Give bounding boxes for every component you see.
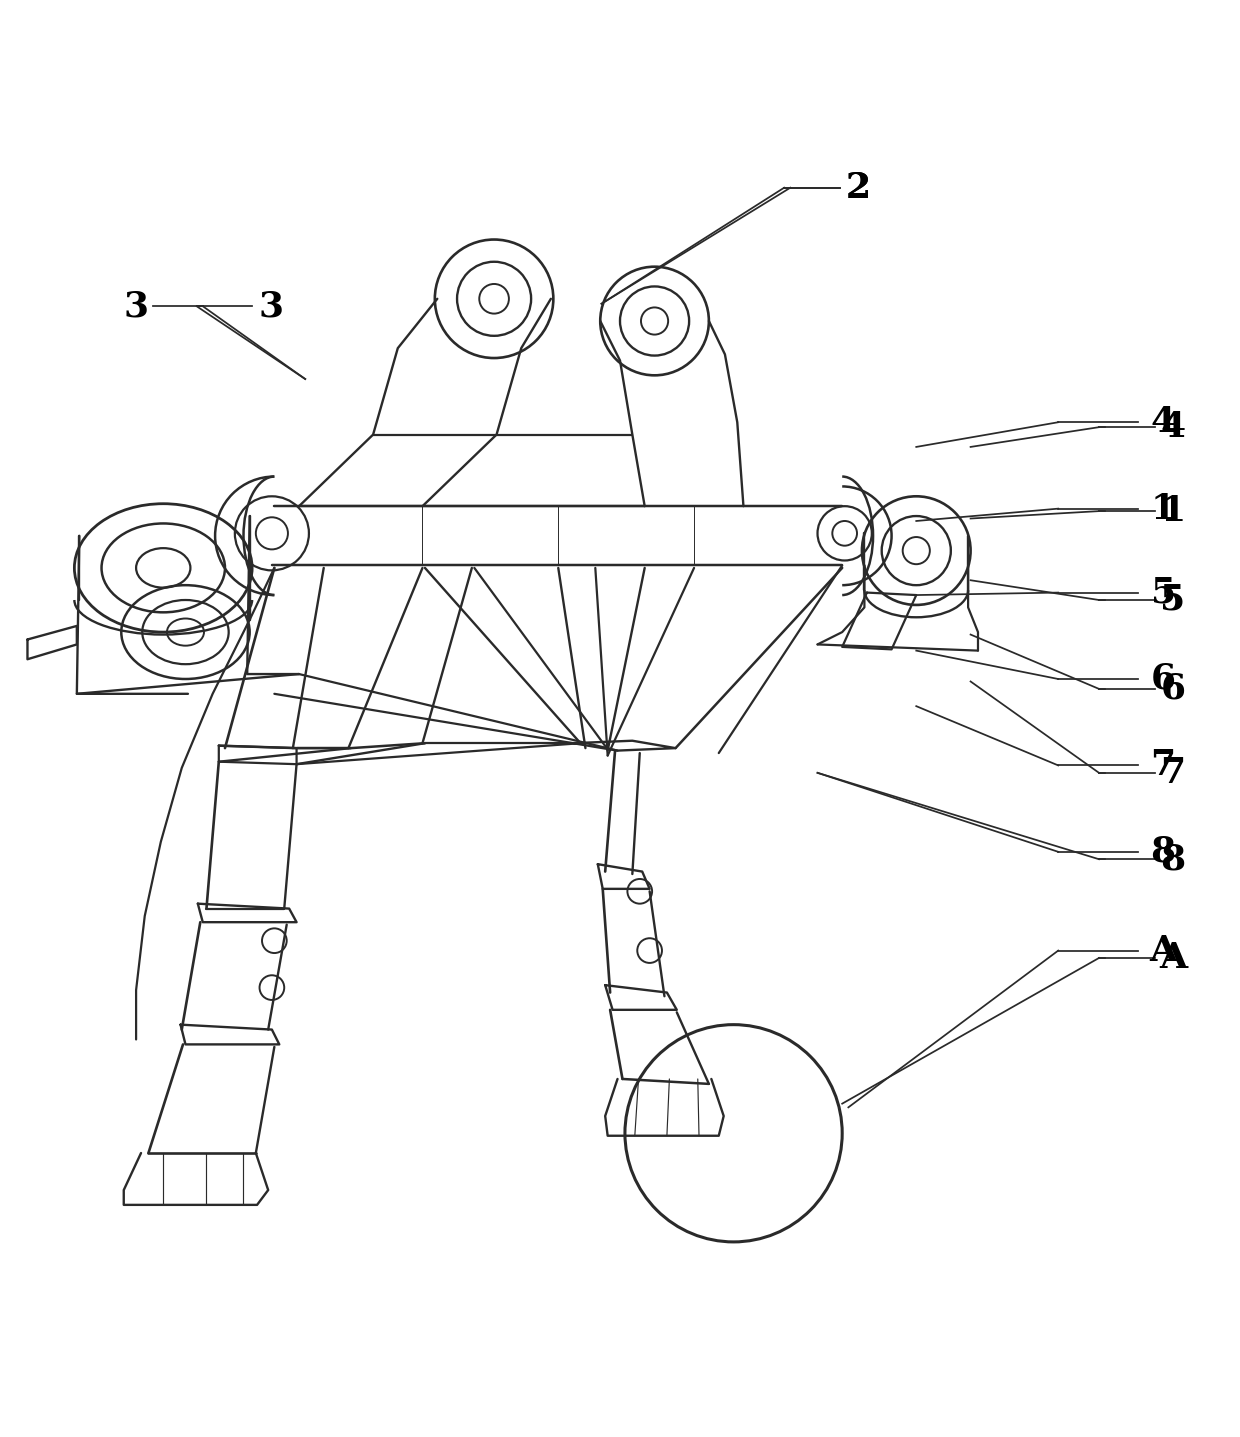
Text: A: A xyxy=(1159,941,1187,974)
Text: 8: 8 xyxy=(1161,842,1185,877)
Text: 4: 4 xyxy=(1151,405,1176,440)
Text: 5: 5 xyxy=(1151,576,1176,609)
Text: 5: 5 xyxy=(1161,583,1185,616)
Text: 2: 2 xyxy=(846,171,870,204)
Text: 3: 3 xyxy=(258,289,283,323)
Text: 1: 1 xyxy=(1161,494,1185,529)
Text: 7: 7 xyxy=(1161,756,1185,790)
Text: 6: 6 xyxy=(1151,662,1176,696)
Text: 7: 7 xyxy=(1151,749,1176,782)
Text: A: A xyxy=(1149,934,1177,967)
Text: 1: 1 xyxy=(1151,491,1176,526)
Text: 8: 8 xyxy=(1151,835,1176,869)
Text: 3: 3 xyxy=(124,289,149,323)
Text: 4: 4 xyxy=(1161,410,1185,444)
Text: 6: 6 xyxy=(1161,673,1185,706)
Text: 2: 2 xyxy=(846,171,870,204)
